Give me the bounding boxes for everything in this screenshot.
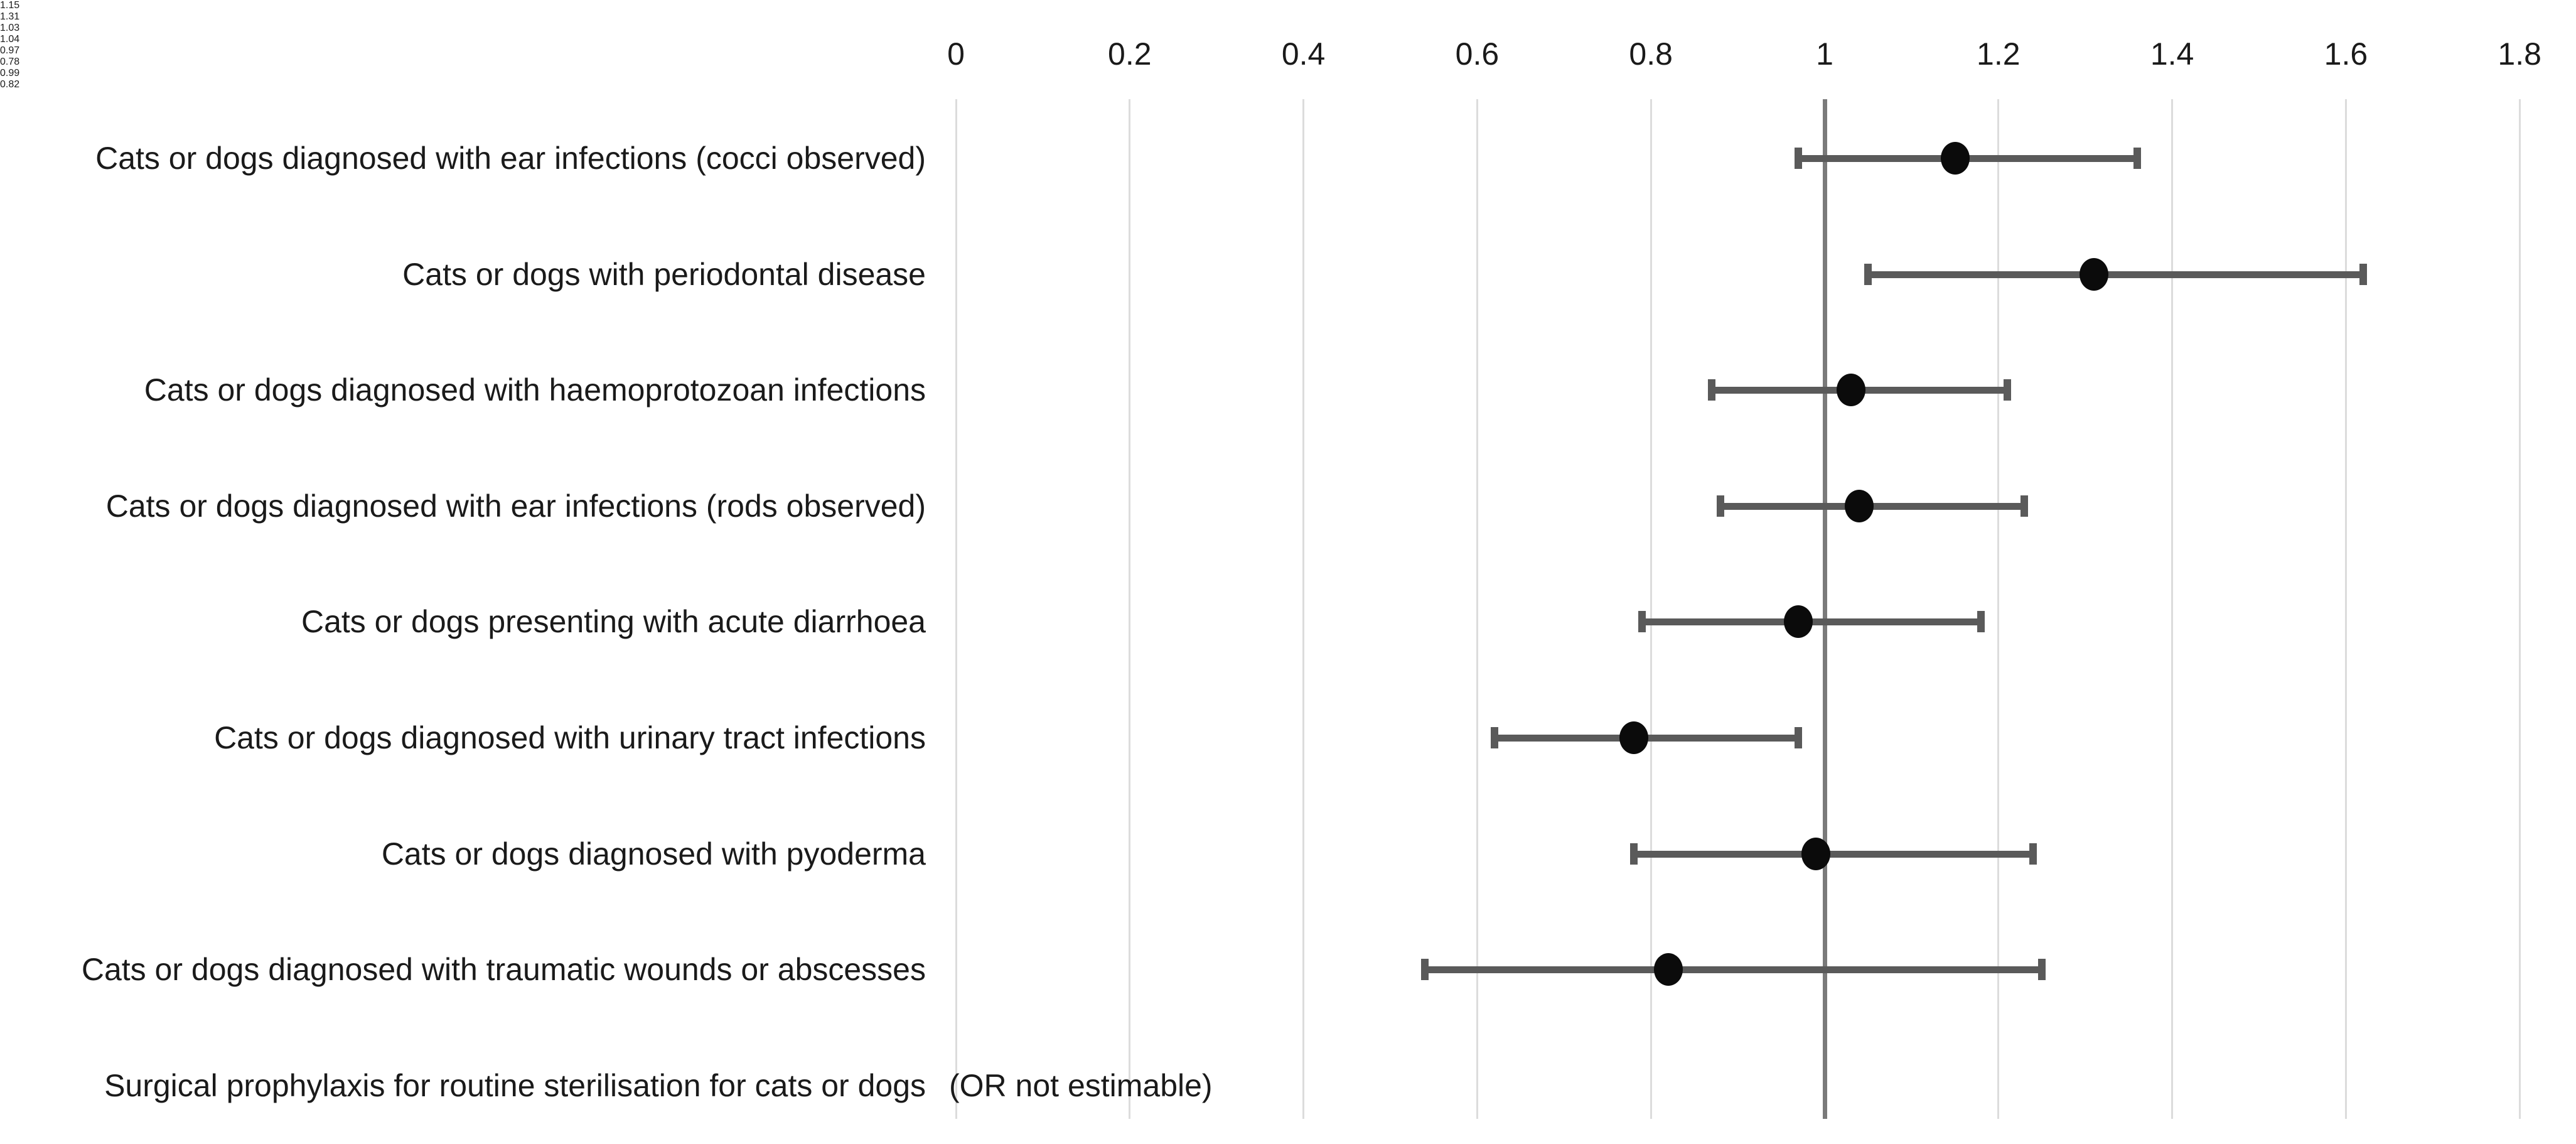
gridline-0.8 [1650,99,1652,1119]
category-label: Cats or dogs diagnosed with ear infectio… [105,488,926,524]
ci-cap-left [1795,148,1803,169]
gridline-1.6 [2344,99,2347,1119]
ci-cap-left [1716,495,1724,517]
ci-cap-left [1864,264,1872,285]
gridline-0.2 [1129,99,1131,1119]
x-tick-label-1: 1 [1816,36,1833,72]
or-value-label: 1.04 [0,34,20,45]
or-value-label: 1.31 [0,11,20,22]
or-marker [1784,605,1813,638]
category-label: Cats or dogs diagnosed with pyoderma [381,836,926,871]
x-tick-label-1.4: 1.4 [2150,36,2194,72]
x-tick-label-0.4: 0.4 [1281,36,1326,72]
or-value-label: 1.15 [0,0,20,11]
ci-cap-left [1638,611,1646,632]
gridline-1.4 [2171,99,2174,1119]
or-marker [1653,953,1683,986]
ci-cap-left [1629,843,1638,865]
x-tick-label-0.8: 0.8 [1629,36,1673,72]
or-marker [1619,721,1648,754]
ci-cap-right [2133,148,2142,169]
or-marker [1836,374,1865,406]
ci-cap-right [1977,611,1985,632]
or-marker [2080,258,2109,291]
category-label: Cats or dogs diagnosed with ear infectio… [95,141,926,176]
ci-cap-right [2003,379,2011,401]
category-label: Cats or dogs presenting with acute diarr… [301,604,926,639]
or-value-label: 1.03 [0,23,20,33]
or-marker [1801,838,1831,870]
or-marker [1940,142,1970,175]
x-tick-label-1.8: 1.8 [2498,36,2541,72]
or-not-estimable-note: (OR not estimable) [949,1068,1213,1103]
or-value-label: 0.99 [0,68,20,78]
x-tick-label-1.6: 1.6 [2324,36,2368,72]
category-label: Surgical prophylaxis for routine sterili… [104,1068,926,1103]
ci-cap-right [2038,959,2046,980]
ci-bar [1425,966,2042,973]
or-marker [1845,490,1874,522]
x-tick-label-0: 0 [947,36,965,72]
or-value-label: 0.97 [0,45,20,56]
ci-cap-right [2021,495,2029,517]
ci-cap-left [1421,959,1429,980]
category-label: Cats or dogs with periodontal disease [402,257,926,292]
or-value-label: 0.82 [0,79,20,90]
ci-cap-left [1708,379,1716,401]
or-value-label: 0.78 [0,57,20,67]
ci-cap-left [1491,727,1499,748]
category-label: Cats or dogs diagnosed with haemoprotozo… [144,372,926,407]
ci-bar [1868,271,2364,278]
ci-cap-right [1795,727,1803,748]
gridline-0.4 [1302,99,1305,1119]
gridline-1.8 [2518,99,2521,1119]
category-label: Cats or dogs diagnosed with urinary trac… [214,720,926,755]
gridline-1.2 [1997,99,2000,1119]
ci-bar [1633,850,2034,858]
gridline-0.6 [1476,99,1478,1119]
x-tick-label-0.6: 0.6 [1455,36,1500,72]
x-tick-label-0.2: 0.2 [1108,36,1152,72]
category-label: Cats or dogs diagnosed with traumatic wo… [81,952,926,987]
reference-line-or-1 [1822,99,1827,1119]
ci-cap-right [2359,264,2368,285]
ci-cap-right [2029,843,2037,865]
x-tick-label-1.2: 1.2 [1977,36,2021,72]
gridline-0 [955,99,957,1119]
